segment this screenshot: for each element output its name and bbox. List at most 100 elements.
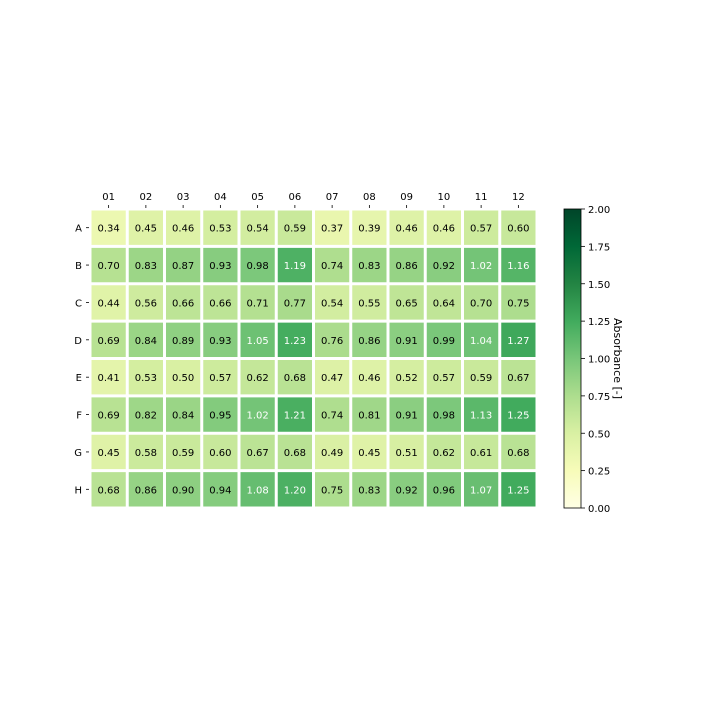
heatmap-cell: [240, 210, 275, 245]
heatmap-cell: [91, 247, 126, 283]
cell-value-label: 0.46: [433, 224, 455, 235]
cell-value-label: 0.60: [209, 448, 231, 459]
cell-value-label: 1.07: [470, 485, 492, 496]
row-tick-label: C: [75, 298, 82, 309]
colorbar-ticks: 0.00 0.25 0.50 0.75 1.00 1.25 1.50 1.75 2.00: [581, 205, 610, 515]
heatmap-background: [90, 209, 537, 508]
cell-value-label: 0.41: [97, 373, 119, 384]
cell-value-label: 1.19: [284, 261, 306, 272]
cell-value-label: 0.83: [358, 485, 380, 496]
cell-value-label: 0.47: [321, 373, 343, 384]
cell-value-label: 0.86: [135, 485, 157, 496]
cell-value-label: 0.50: [172, 373, 194, 384]
cell-value-label: 0.66: [209, 298, 231, 309]
heatmap-cell: [315, 360, 350, 395]
heatmap-cell: [240, 247, 275, 283]
heatmap-cell: [501, 360, 536, 395]
heatmap-cell: [352, 360, 387, 395]
cell-value-label: 0.61: [470, 448, 492, 459]
cell-value-label: 0.68: [97, 485, 119, 496]
heatmap-cell: [426, 210, 461, 245]
cell-value-label: 1.13: [470, 411, 492, 422]
cell-value-label: 0.69: [97, 336, 119, 347]
cell-value-label: 0.68: [284, 373, 306, 384]
heatmap-cell: [203, 434, 238, 470]
heatmap-cell: [464, 472, 499, 507]
cell-value-label: 0.60: [507, 224, 529, 235]
column-tick-label: 12: [512, 192, 525, 203]
cell-value-label: 0.46: [172, 224, 194, 235]
heatmap-cell: [315, 285, 350, 320]
heatmap-cell: [426, 434, 461, 470]
cell-value-label: 0.98: [246, 261, 268, 272]
heatmap-cell: [464, 210, 499, 245]
heatmap-cell: [352, 285, 387, 320]
colorbar-tick-label: 1.25: [588, 317, 610, 328]
heatmap-cell: [464, 322, 499, 358]
heatmap-cell: [277, 360, 312, 395]
cell-value-label: 0.45: [135, 224, 157, 235]
heatmap-cell: [166, 285, 201, 320]
cell-value-label: 0.83: [135, 261, 157, 272]
heatmap-cell: [315, 322, 350, 358]
row-tick-label: F: [76, 411, 82, 422]
heatmap-cell: [501, 434, 536, 470]
heatmap-cell: [464, 434, 499, 470]
colorbar-label: Absorbance [-]: [611, 318, 624, 399]
heatmap-cell: [464, 285, 499, 320]
column-tick-label: 10: [438, 192, 451, 203]
heatmap-cell: [389, 360, 424, 395]
cell-value-label: 0.74: [321, 411, 343, 422]
cell-value-label: 0.92: [433, 261, 455, 272]
row-tick-label: E: [76, 373, 82, 384]
cell-value-label: 0.93: [209, 336, 231, 347]
heatmap-cell: [352, 434, 387, 470]
cell-value-label: 0.98: [433, 411, 455, 422]
heatmap-cell: [426, 285, 461, 320]
heatmap-cell: [426, 247, 461, 283]
heatmap-cell: [352, 247, 387, 283]
cell-value-label: 0.55: [358, 298, 380, 309]
cell-value-label: 1.02: [470, 261, 492, 272]
heatmap-cell: [501, 285, 536, 320]
cell-value-label: 0.59: [172, 448, 194, 459]
cell-value-label: 0.77: [284, 298, 306, 309]
cell-value-label: 0.87: [172, 261, 194, 272]
column-tick-label: 01: [102, 192, 115, 203]
cell-value-label: 0.76: [321, 336, 343, 347]
colorbar-gradient: [563, 208, 582, 509]
heatmap-cell: [315, 472, 350, 507]
column-tick-labels: 01 02 03 04 05 06 07 08 09 10 11 12: [102, 192, 525, 208]
cell-value-label: 0.62: [246, 373, 268, 384]
row-tick-label: B: [75, 261, 82, 272]
column-tick-label: 06: [289, 192, 302, 203]
heatmap-cell: [91, 210, 126, 245]
heatmap-cell: [91, 472, 126, 507]
colorbar-tick-label: 1.50: [588, 280, 610, 291]
cell-value-label: 0.46: [358, 373, 380, 384]
heatmap-cell: [240, 397, 275, 432]
cell-value-label: 0.83: [358, 261, 380, 272]
colorbar-tick-label: 1.00: [588, 355, 610, 366]
heatmap-cell: [91, 285, 126, 320]
heatmap-cell: [426, 472, 461, 507]
heatmap-cell: [166, 247, 201, 283]
heatmap-cell: [464, 247, 499, 283]
cell-value-label: 0.54: [246, 224, 268, 235]
cell-value-label: 1.20: [284, 485, 306, 496]
heatmap-cell: [426, 360, 461, 395]
heatmap-cell: [128, 322, 163, 358]
cell-value-label: 0.64: [433, 298, 455, 309]
column-tick-label: 03: [177, 192, 190, 203]
heatmap-cell: [389, 322, 424, 358]
row-tick-label: G: [74, 448, 82, 459]
cell-value-label: 0.96: [433, 485, 455, 496]
cell-value-label: 0.92: [395, 485, 417, 496]
column-tick-label: 05: [251, 192, 264, 203]
heatmap-cells: 0.34 0.45 0.46 0.53 0.54 0.59 0.37 0.39 0.46 0.46…: [90, 209, 537, 508]
heatmap-cell: [240, 285, 275, 320]
cell-value-label: 0.37: [321, 224, 343, 235]
heatmap-cell: [203, 360, 238, 395]
heatmap-cell: [128, 285, 163, 320]
cell-value-label: 1.25: [507, 485, 529, 496]
